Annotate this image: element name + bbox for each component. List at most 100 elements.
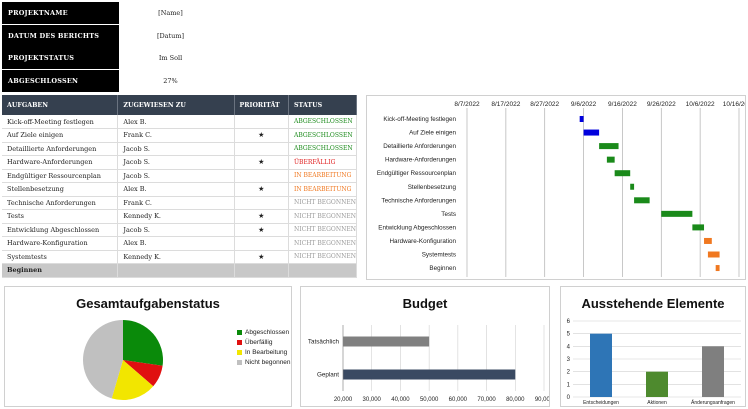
priority-cell[interactable] bbox=[234, 169, 289, 183]
priority-cell[interactable] bbox=[234, 142, 289, 156]
gantt-bar bbox=[630, 183, 635, 190]
pending-y-tick-label: 3 bbox=[567, 357, 571, 363]
status-cell[interactable]: NICHT BEGONNEN bbox=[288, 209, 358, 224]
assigned-cell[interactable]: Jacob S. bbox=[117, 169, 235, 183]
table-row[interactable]: Hardware-Konfiguration Alex B. NICHT BEGON… bbox=[2, 236, 358, 251]
header-status: STATUS bbox=[288, 95, 358, 115]
assigned-cell[interactable]: Alex B. bbox=[117, 236, 235, 251]
task-name-cell[interactable]: Stellenbesetzung bbox=[2, 182, 119, 197]
table-row[interactable]: Systemtests Kennedy K. ★ NICHT BEGONNEN bbox=[2, 250, 358, 264]
budget-bar bbox=[343, 369, 516, 380]
budget-panel: Budget 20,000 30,000 40,000 50,000 60,000 70,… bbox=[300, 286, 550, 407]
gantt-task-label: Auf Ziele einigen bbox=[409, 130, 456, 137]
assigned-cell[interactable] bbox=[117, 263, 235, 278]
task-name-cell[interactable]: Hardware-Anforderungen bbox=[2, 155, 119, 170]
status-cell[interactable]: ABGESCHLOSSEN bbox=[288, 115, 358, 129]
pie-legend: Abgeschlossen Überfällig In Bearbeitung Nic… bbox=[237, 327, 291, 367]
info-value[interactable]: [Name] bbox=[158, 9, 183, 18]
task-name-cell[interactable]: Auf Ziele einigen bbox=[2, 128, 119, 143]
task-name-cell[interactable]: Entwicklung Abgeschlossen bbox=[2, 223, 119, 237]
pending-y-tick-label: 2 bbox=[567, 370, 571, 376]
table-row[interactable]: Endgültiger Ressourcenplan Jacob S. IN BEA… bbox=[2, 169, 358, 183]
gantt-x-tick-label: 10/6/2022 bbox=[686, 101, 715, 108]
info-row-completed: ABGESCHLOSSEN 27% bbox=[2, 69, 222, 93]
task-name-cell[interactable]: Beginnen bbox=[2, 263, 119, 278]
table-row[interactable]: Hardware-Anforderungen Jacob S. ★ ÜBERFÄLLI… bbox=[2, 155, 358, 170]
assigned-cell[interactable]: Jacob S. bbox=[117, 155, 235, 170]
pie-slice bbox=[123, 360, 163, 387]
task-name-cell[interactable]: Endgültiger Ressourcenplan bbox=[2, 169, 119, 183]
gantt-chart: 8/7/2022 8/17/2022 8/27/2022 9/6/2022 9/16/2… bbox=[366, 95, 746, 280]
gantt-bar bbox=[692, 224, 705, 231]
status-cell[interactable]: IN BEARBEITUNG bbox=[288, 169, 358, 183]
assigned-cell[interactable]: Alex B. bbox=[117, 182, 235, 197]
gantt-task-label: Entwicklung Abgeschlossen bbox=[378, 224, 456, 231]
budget-x-tick-label: 30,000 bbox=[363, 397, 382, 403]
gantt-bar bbox=[614, 170, 631, 177]
priority-cell[interactable] bbox=[234, 196, 289, 210]
status-cell[interactable]: ÜBERFÄLLIG bbox=[288, 155, 358, 170]
task-name-cell[interactable]: Systemtests bbox=[2, 250, 119, 264]
task-name-cell[interactable]: Detaillierte Anforderungen bbox=[2, 142, 119, 156]
task-name-cell[interactable]: Technische Anforderungen bbox=[2, 196, 119, 210]
table-row[interactable]: Stellenbesetzung Alex B. ★ IN BEARBEITUNG bbox=[2, 182, 358, 197]
assigned-cell[interactable]: Kennedy K. bbox=[117, 250, 235, 264]
info-value[interactable]: Im Soll bbox=[158, 54, 183, 63]
table-row[interactable]: Kick-off-Meeting festlegen Alex B. ABGESCH… bbox=[2, 115, 358, 129]
priority-cell[interactable]: ★ bbox=[234, 209, 289, 224]
priority-cell[interactable] bbox=[234, 263, 289, 278]
info-value[interactable]: [Datum] bbox=[156, 31, 185, 40]
info-label: PROJEKTSTATUS bbox=[2, 47, 119, 70]
legend-item: Abgeschlossen bbox=[237, 327, 291, 337]
pending-bar bbox=[702, 346, 724, 397]
pie-slice bbox=[123, 320, 164, 366]
pending-chart-title: Ausstehende Elemente bbox=[581, 296, 725, 311]
assigned-cell[interactable]: Frank C. bbox=[117, 196, 235, 210]
assigned-cell[interactable]: Jacob S. bbox=[117, 223, 235, 237]
info-label: PROJEKTNAME bbox=[2, 2, 119, 25]
priority-cell[interactable]: ★ bbox=[234, 223, 289, 237]
header-assigned: ZUGEWIESEN ZU bbox=[117, 95, 235, 115]
gantt-bar bbox=[634, 197, 650, 204]
table-row[interactable]: Technische Anforderungen Frank C. NICHT BE… bbox=[2, 196, 358, 210]
priority-cell[interactable]: ★ bbox=[234, 155, 289, 170]
pie-chart-title: Gesamtaufgabenstatus bbox=[76, 296, 220, 311]
table-row[interactable]: Tests Kennedy K. ★ NICHT BEGONNEN bbox=[2, 209, 358, 224]
info-label: ABGESCHLOSSEN bbox=[2, 69, 119, 92]
budget-category-label: Geplant bbox=[317, 372, 339, 379]
status-cell[interactable]: NICHT BEGONNEN bbox=[288, 223, 358, 237]
status-cell[interactable]: ABGESCHLOSSEN bbox=[288, 142, 358, 156]
table-row[interactable]: Detaillierte Anforderungen Jacob S. ABGESC… bbox=[2, 142, 358, 156]
assigned-cell[interactable]: Jacob S. bbox=[117, 142, 235, 156]
table-row[interactable]: Beginnen bbox=[2, 263, 358, 278]
gantt-bar bbox=[715, 265, 720, 272]
status-cell[interactable]: NICHT BEGONNEN bbox=[288, 196, 358, 210]
assigned-cell[interactable]: Alex B. bbox=[117, 115, 235, 129]
status-cell[interactable]: ABGESCHLOSSEN bbox=[288, 128, 358, 143]
task-name-cell[interactable]: Kick-off-Meeting festlegen bbox=[2, 115, 119, 129]
priority-cell[interactable]: ★ bbox=[234, 250, 289, 264]
table-row[interactable]: Auf Ziele einigen Frank C. ★ ABGESCHLOSSEN bbox=[2, 128, 358, 143]
priority-cell[interactable]: ★ bbox=[234, 182, 289, 197]
budget-x-tick-label: 80,000 bbox=[506, 397, 525, 403]
status-cell[interactable]: NICHT BEGONNEN bbox=[288, 236, 358, 251]
header-tasks: AUFGABEN bbox=[2, 95, 119, 115]
legend-label: In Bearbeitung bbox=[245, 348, 288, 356]
table-row[interactable]: Entwicklung Abgeschlossen Jacob S. ★ NICHT … bbox=[2, 223, 358, 237]
gantt-task-label: Beginnen bbox=[429, 265, 456, 272]
status-cell[interactable]: NICHT BEGONNEN bbox=[288, 250, 358, 264]
budget-x-tick-label: 70,000 bbox=[477, 397, 496, 403]
assigned-cell[interactable]: Frank C. bbox=[117, 128, 235, 143]
budget-category-label: Tatsächlich bbox=[308, 339, 340, 346]
priority-cell[interactable] bbox=[234, 115, 289, 129]
assigned-cell[interactable]: Kennedy K. bbox=[117, 209, 235, 224]
task-name-cell[interactable]: Tests bbox=[2, 209, 119, 224]
priority-cell[interactable] bbox=[234, 236, 289, 251]
pending-bar bbox=[590, 333, 612, 397]
status-cell[interactable] bbox=[288, 263, 358, 278]
gantt-task-label: Endgültiger Ressourcenplan bbox=[377, 170, 457, 177]
status-cell[interactable]: IN BEARBEITUNG bbox=[288, 182, 358, 197]
priority-cell[interactable]: ★ bbox=[234, 128, 289, 143]
task-name-cell[interactable]: Hardware-Konfiguration bbox=[2, 236, 119, 251]
info-value[interactable]: 27% bbox=[163, 76, 178, 85]
